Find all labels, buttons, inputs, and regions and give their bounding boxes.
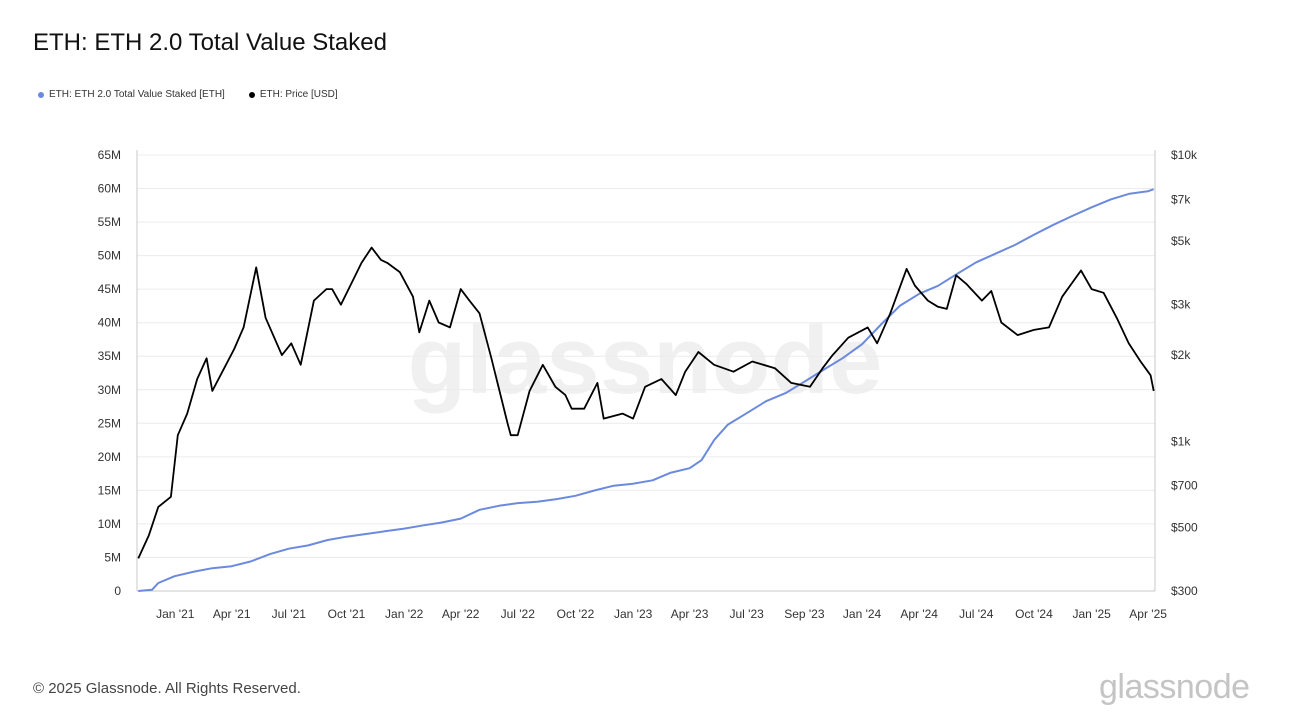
axes	[136, 150, 1156, 592]
x-tick-label: Jan '23	[614, 607, 653, 621]
grid-lines	[137, 154, 1155, 592]
x-tick-label: Jan '21	[156, 607, 195, 621]
brand-logo: glassnode	[1099, 668, 1250, 706]
y-left-tick-label: 25M	[98, 416, 121, 430]
legend-label-staked: ETH: ETH 2.0 Total Value Staked [ETH]	[49, 89, 225, 100]
x-tick-label: Apr '25	[1129, 607, 1167, 621]
x-tick-label: Jul '24	[959, 607, 994, 621]
y-right-tick-label: $7k	[1171, 192, 1191, 206]
series-line-staked	[138, 188, 1155, 592]
y-left-tick-label: 65M	[98, 148, 121, 162]
y-left-tick-label: 10M	[98, 517, 121, 531]
y-right-tick-label: $2k	[1171, 348, 1191, 362]
x-tick-label: Oct '24	[1015, 607, 1053, 621]
chart-watermark: glassnode	[408, 307, 883, 414]
x-tick-label: Apr '22	[442, 607, 480, 621]
x-tick-label: Oct '21	[328, 607, 366, 621]
series-line-price	[137, 246, 1155, 559]
y-left-tick-label: 20M	[98, 450, 121, 464]
y-left-axis: 0 5M 10M 15M 20M 25M 30M 35M 40M 45M 50M 55M 60M 65M	[98, 148, 122, 598]
x-tick-label: Apr '24	[900, 607, 938, 621]
chart-legend: ETH: ETH 2.0 Total Value Staked [ETH] ET…	[38, 89, 338, 100]
x-axis: Jan '21 Apr '21 Jul '21 Oct '21 Jan '22 Apr '…	[156, 607, 1167, 621]
y-right-axis: $300 $500 $700 $1k $2k $3k $5k $7k $10k	[1171, 148, 1198, 598]
y-right-tick-label: $3k	[1171, 298, 1191, 312]
y-right-tick-label: $5k	[1171, 234, 1191, 248]
legend-item-staked[interactable]: ETH: ETH 2.0 Total Value Staked [ETH]	[38, 89, 225, 100]
y-right-tick-label: $1k	[1171, 434, 1191, 448]
x-tick-label: Jan '25	[1072, 607, 1111, 621]
copyright-text: © 2025 Glassnode. All Rights Reserved.	[33, 680, 301, 697]
legend-label-price: ETH: Price [USD]	[259, 89, 338, 100]
legend-dot-staked	[38, 91, 44, 98]
chart-title: ETH: ETH 2.0 Total Value Staked	[33, 29, 387, 56]
legend-item-price[interactable]: ETH: Price [USD]	[248, 89, 338, 100]
x-tick-label: Jul '23	[730, 607, 765, 621]
y-left-tick-label: 55M	[98, 215, 121, 229]
y-left-tick-label: 45M	[98, 282, 121, 296]
x-tick-label: Apr '21	[213, 607, 251, 621]
x-tick-label: Jan '22	[385, 607, 424, 621]
x-tick-label: Jan '24	[843, 607, 882, 621]
y-right-tick-label: $10k	[1171, 148, 1198, 162]
y-left-tick-label: 50M	[98, 249, 121, 263]
y-right-tick-label: $700	[1171, 479, 1198, 493]
y-left-tick-label: 35M	[98, 349, 121, 363]
y-left-tick-label: 60M	[98, 182, 121, 196]
y-left-tick-label: 40M	[98, 316, 121, 330]
legend-dot-price	[248, 91, 255, 98]
series-lines	[137, 188, 1155, 592]
x-tick-label: Oct '22	[557, 607, 595, 621]
y-right-tick-label: $300	[1171, 584, 1198, 598]
y-left-tick-label: 5M	[104, 550, 121, 564]
x-tick-label: Sep '23	[784, 607, 825, 621]
y-left-tick-label: 30M	[98, 383, 121, 397]
y-right-tick-label: $500	[1171, 520, 1198, 534]
y-left-tick-label: 0	[114, 584, 121, 598]
x-tick-label: Jul '22	[501, 607, 536, 621]
x-tick-label: Jul '21	[272, 607, 307, 621]
y-left-tick-label: 15M	[98, 483, 121, 497]
x-tick-label: Apr '23	[671, 607, 709, 621]
